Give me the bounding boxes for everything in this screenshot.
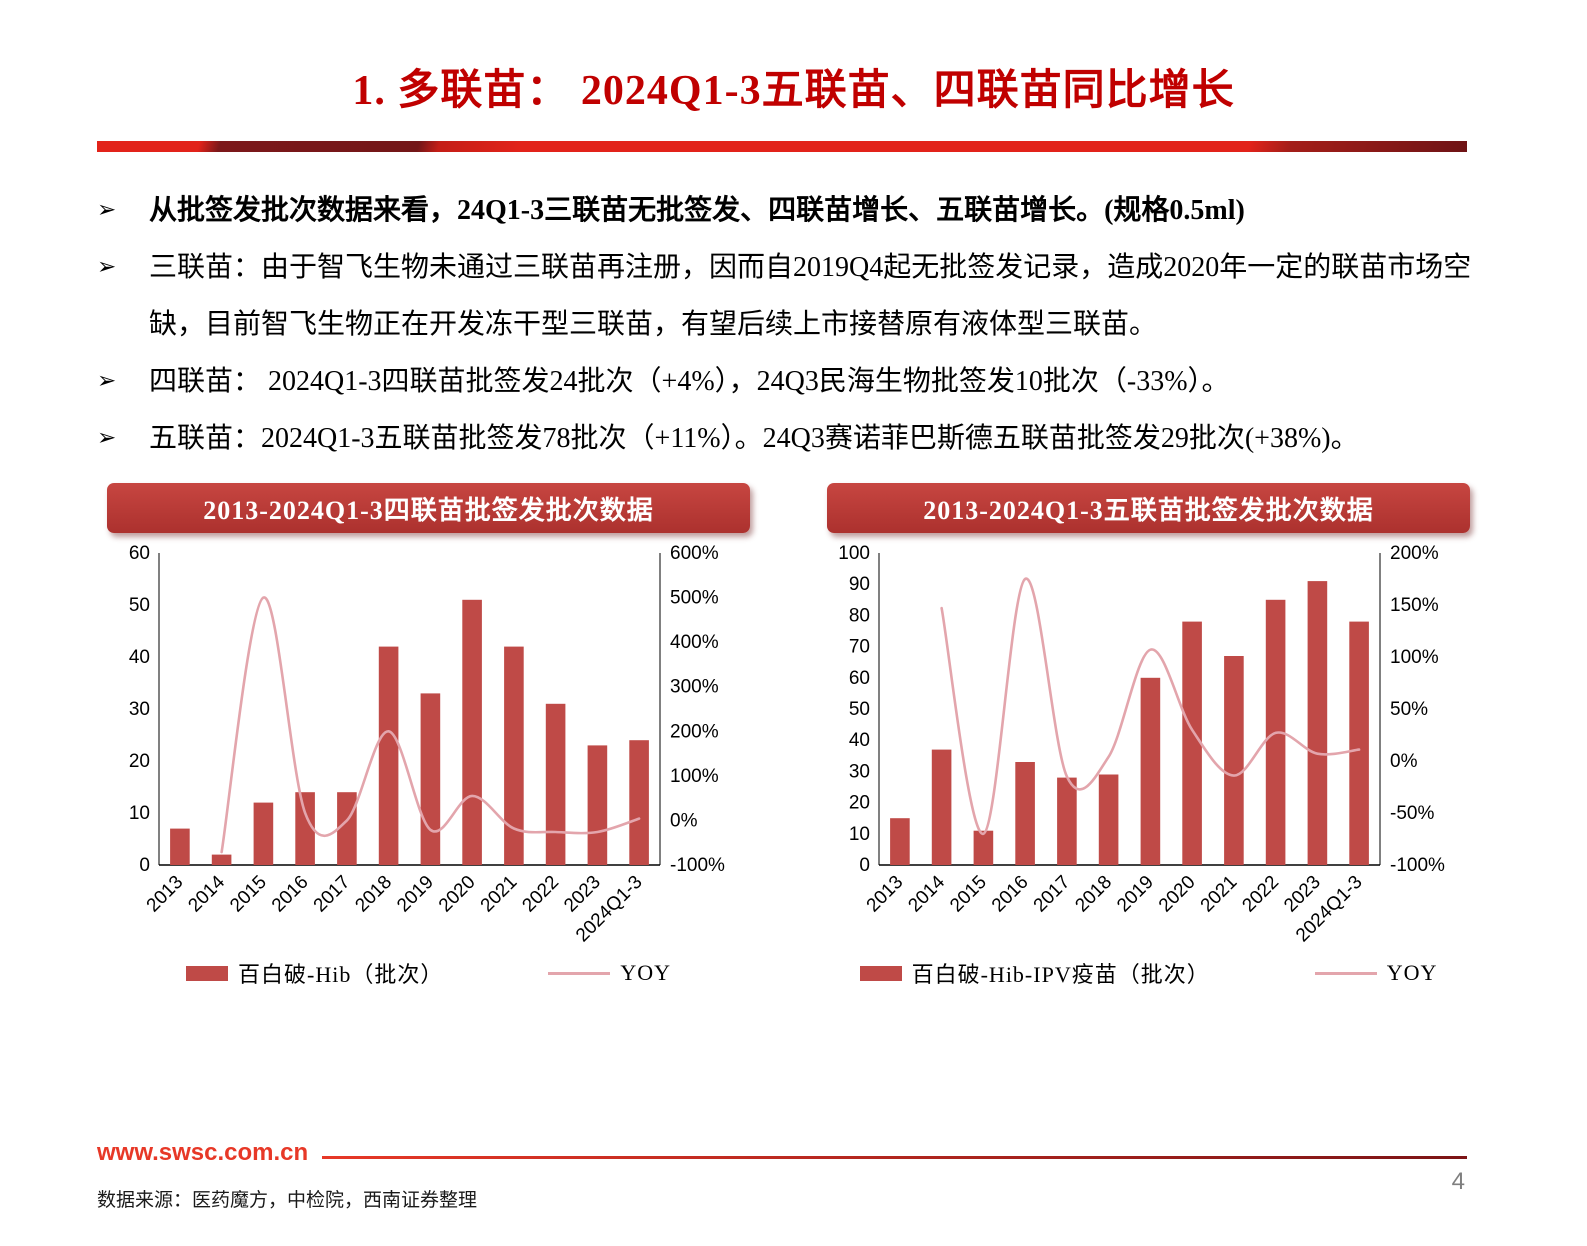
- svg-text:2019: 2019: [1113, 872, 1158, 917]
- bullet-item: ➢ 三联苗：由于智飞生物未通过三联苗再注册，因而自2019Q4起无批签发记录，造…: [97, 239, 1482, 353]
- svg-text:0: 0: [859, 855, 870, 876]
- legend-item-yoy: YOY: [548, 960, 671, 986]
- svg-text:50: 50: [129, 595, 150, 616]
- svg-text:2017: 2017: [1030, 872, 1075, 917]
- bullet-list: ➢ 从批签发批次数据来看，24Q1-3三联苗无批签发、四联苗增长、五联苗增长。(…: [97, 182, 1482, 467]
- bullet-item: ➢ 四联苗： 2024Q1-3四联苗批签发24批次（+4%），24Q3民海生物批…: [97, 353, 1482, 410]
- svg-text:2018: 2018: [351, 872, 396, 917]
- svg-text:0%: 0%: [1390, 751, 1418, 772]
- arrow-bullet-icon: ➢: [97, 254, 117, 280]
- svg-text:50: 50: [849, 699, 870, 720]
- bullet-text: 三联苗：由于智飞生物未通过三联苗再注册，因而自2019Q4起无批签发记录，造成2…: [149, 252, 1472, 340]
- svg-text:2020: 2020: [1155, 872, 1200, 917]
- svg-text:70: 70: [849, 637, 870, 658]
- svg-text:2018: 2018: [1071, 872, 1116, 917]
- svg-text:150%: 150%: [1390, 595, 1439, 616]
- svg-text:40: 40: [129, 647, 150, 668]
- svg-text:2014: 2014: [184, 871, 229, 916]
- svg-text:30: 30: [849, 761, 870, 782]
- bullet-text: 四联苗： 2024Q1-3四联苗批签发24批次（+4%），24Q3民海生物批签发…: [149, 366, 1230, 397]
- svg-text:300%: 300%: [670, 677, 719, 698]
- svg-text:90: 90: [849, 574, 870, 595]
- svg-text:10: 10: [849, 824, 870, 845]
- slide-root: 1. 多联苗： 2024Q1-3五联苗、四联苗同比增长 ➢ 从批签发批次数据来看…: [0, 56, 1587, 1246]
- line-series-swatch: [548, 971, 611, 975]
- svg-text:2022: 2022: [518, 872, 563, 917]
- chart-legend: 百白破-Hib（批次） YOY: [107, 957, 750, 989]
- svg-text:200%: 200%: [1390, 543, 1439, 564]
- svg-text:500%: 500%: [670, 588, 719, 609]
- arrow-bullet-icon: ➢: [97, 368, 117, 394]
- svg-text:0: 0: [139, 855, 150, 876]
- svg-text:60: 60: [129, 543, 150, 564]
- svg-text:2016: 2016: [268, 872, 313, 917]
- svg-text:-100%: -100%: [1390, 855, 1445, 876]
- svg-text:200%: 200%: [670, 721, 719, 742]
- data-source: 数据来源：医药魔方，中检院，西南证券整理: [97, 1190, 478, 1211]
- legend-label: YOY: [1386, 960, 1438, 985]
- chart-legend: 百白破-Hib-IPV疫苗（批次） YOY: [827, 957, 1470, 989]
- legend-item-bars: 百白破-Hib-IPV疫苗（批次）: [859, 957, 1210, 989]
- title-divider: [97, 141, 1467, 152]
- svg-text:2021: 2021: [1197, 872, 1242, 917]
- svg-text:600%: 600%: [670, 543, 719, 564]
- svg-text:2014: 2014: [904, 871, 949, 916]
- bullet-item: ➢ 五联苗：2024Q1-3五联苗批签发78批次（+11%）。24Q3赛诺菲巴斯…: [97, 410, 1482, 467]
- svg-text:2016: 2016: [988, 872, 1033, 917]
- website-text: www.swsc.com.cn: [97, 1139, 309, 1166]
- bar-series-swatch: [859, 965, 902, 981]
- legend-label: 百白破-Hib（批次）: [238, 962, 444, 987]
- page-number: 4: [1451, 1168, 1465, 1195]
- charts-row: 2013-2024Q1-3四联苗批签发批次数据 0 10 20 30 40 50 60 -10…: [107, 483, 1587, 989]
- svg-text:20: 20: [129, 751, 150, 772]
- bar-series-swatch: [186, 965, 228, 981]
- svg-text:100%: 100%: [670, 766, 719, 787]
- bullet-text: 五联苗：2024Q1-3五联苗批签发78批次（+11%）。24Q3赛诺菲巴斯德五…: [149, 423, 1359, 454]
- svg-text:2013: 2013: [863, 872, 908, 917]
- legend-label: 百白破-Hib-IPV疫苗（批次）: [911, 962, 1210, 987]
- svg-text:2017: 2017: [310, 872, 355, 917]
- svg-text:2015: 2015: [946, 872, 991, 917]
- chart-title-banner: 2013-2024Q1-3四联苗批签发批次数据: [107, 483, 750, 533]
- svg-text:2020: 2020: [435, 872, 480, 917]
- chart-card-pentavalent: 2013-2024Q1-3五联苗批签发批次数据 0 10 20 30 40 50 60 70 8…: [827, 483, 1470, 989]
- arrow-bullet-icon: ➢: [97, 197, 117, 223]
- page-title: 1. 多联苗： 2024Q1-3五联苗、四联苗同比增长: [352, 68, 1235, 114]
- footer-divider-line: [322, 1155, 1467, 1159]
- line-series-swatch: [1314, 971, 1377, 975]
- bullet-text: 从批签发批次数据来看，24Q1-3三联苗无批签发、四联苗增长、五联苗增长。(规格…: [149, 195, 1245, 226]
- svg-text:-100%: -100%: [670, 855, 725, 876]
- svg-text:30: 30: [129, 699, 150, 720]
- svg-text:2022: 2022: [1238, 872, 1283, 917]
- svg-text:60: 60: [849, 668, 870, 689]
- svg-text:100%: 100%: [1390, 647, 1439, 668]
- svg-text:40: 40: [849, 730, 870, 751]
- svg-text:2015: 2015: [226, 872, 271, 917]
- svg-text:20: 20: [849, 793, 870, 814]
- svg-text:50%: 50%: [1390, 699, 1428, 720]
- bullet-item: ➢ 从批签发批次数据来看，24Q1-3三联苗无批签发、四联苗增长、五联苗增长。(…: [97, 182, 1482, 239]
- svg-text:10: 10: [129, 803, 150, 824]
- footer: www.swsc.com.cn 数据来源：医药魔方，中检院，西南证券整理 4: [97, 1139, 1467, 1212]
- svg-text:400%: 400%: [670, 632, 719, 653]
- svg-text:-50%: -50%: [1390, 803, 1434, 824]
- legend-label: YOY: [620, 960, 671, 985]
- chart-title-banner: 2013-2024Q1-3五联苗批签发批次数据: [827, 483, 1470, 533]
- footer-top-row: www.swsc.com.cn: [97, 1139, 1467, 1167]
- arrow-bullet-icon: ➢: [97, 425, 117, 451]
- svg-text:0%: 0%: [670, 810, 698, 831]
- svg-text:80: 80: [849, 605, 870, 626]
- quadrivalent-bar-line-chart: 0 10 20 30 40 50 60 -100% 0% 100% 200% 300% 400% 500%…: [129, 543, 725, 946]
- svg-text:2013: 2013: [143, 872, 188, 917]
- legend-item-bars: 百白破-Hib（批次）: [186, 957, 443, 989]
- svg-text:2019: 2019: [393, 872, 438, 917]
- svg-text:100: 100: [838, 543, 870, 564]
- legend-item-yoy: YOY: [1314, 960, 1438, 986]
- svg-text:2021: 2021: [477, 872, 522, 917]
- chart-card-quadrivalent: 2013-2024Q1-3四联苗批签发批次数据 0 10 20 30 40 50 60 -10…: [107, 483, 750, 989]
- pentavalent-bar-line-chart: 0 10 20 30 40 50 60 70 80 90 100 -100% -50% 0% 50% 100%…: [838, 543, 1445, 946]
